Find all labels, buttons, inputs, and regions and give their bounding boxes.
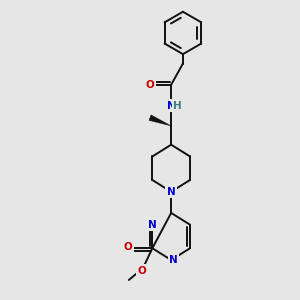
Text: H: H [173, 101, 182, 111]
Text: O: O [146, 80, 154, 90]
Text: O: O [123, 242, 132, 252]
Text: N: N [169, 255, 178, 265]
Polygon shape [149, 115, 171, 126]
Text: N: N [167, 187, 176, 197]
Text: O: O [137, 266, 146, 276]
Text: N: N [148, 220, 157, 230]
Text: N: N [167, 101, 176, 111]
